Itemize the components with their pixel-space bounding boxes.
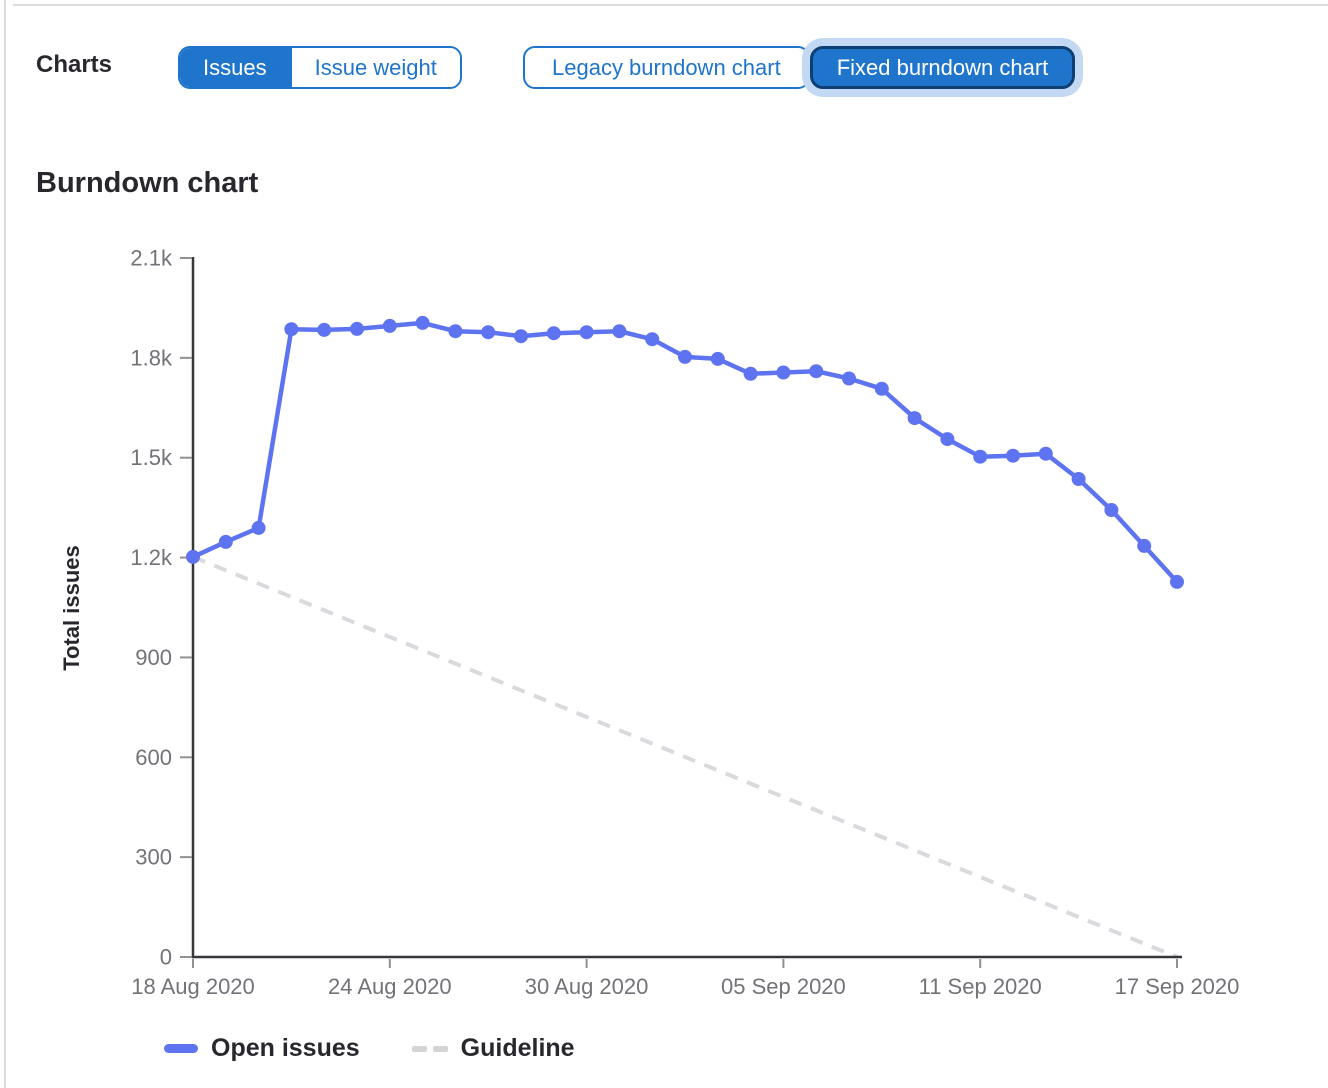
data-point[interactable] — [809, 364, 824, 379]
data-point[interactable] — [186, 549, 200, 564]
page-title: Burndown chart — [36, 167, 259, 199]
data-point[interactable] — [1170, 574, 1184, 589]
y-axis-tick-label: 1.5k — [130, 445, 173, 470]
data-point[interactable] — [251, 520, 266, 535]
data-point[interactable] — [1038, 446, 1053, 461]
data-point[interactable] — [710, 351, 725, 366]
x-axis-tick-label: 30 Aug 2020 — [525, 974, 649, 999]
data-point[interactable] — [218, 534, 233, 549]
y-axis-tick-label: 1.2k — [130, 545, 173, 570]
data-point[interactable] — [514, 329, 528, 344]
data-point[interactable] — [1104, 503, 1119, 517]
data-point[interactable] — [317, 322, 332, 337]
chart-legend: Open issues Guideline — [164, 1034, 575, 1063]
data-point[interactable] — [842, 371, 856, 386]
x-axis-tick-label: 17 Sep 2020 — [1115, 974, 1240, 999]
data-point[interactable] — [678, 349, 692, 364]
y-axis-tick-label: 600 — [135, 745, 172, 770]
data-point[interactable] — [874, 381, 889, 396]
legend-label-open-issues: Open issues — [211, 1034, 360, 1062]
issues-toggle-button[interactable]: Issues — [180, 48, 290, 87]
charts-label: Charts — [36, 51, 113, 78]
legend-item-guideline[interactable]: Guideline — [411, 1034, 575, 1063]
burndown-chart-canvas[interactable]: 2.1k 1.8k 1.5k 1.2k 900 600 300 0 18 Aug 2020 24 … — [0, 0, 1328, 1012]
data-point[interactable] — [1006, 448, 1020, 463]
data-point[interactable] — [1071, 472, 1086, 486]
data-point[interactable] — [645, 332, 660, 347]
x-axis-tick-label: 11 Sep 2020 — [919, 974, 1042, 999]
data-point[interactable] — [1137, 538, 1152, 553]
data-point[interactable] — [481, 325, 496, 340]
data-point[interactable] — [776, 365, 791, 380]
data-point[interactable] — [940, 432, 955, 447]
data-point[interactable] — [743, 366, 758, 381]
data-point[interactable] — [350, 321, 364, 336]
content-left-border — [4, 0, 6, 1088]
data-point[interactable] — [579, 325, 594, 340]
y-axis-tick-label: 1.8k — [130, 345, 173, 370]
chart-type-toggle-group: Legacy burndown chart Fixed burndown cha… — [523, 46, 1076, 89]
guideline-line — [192, 555, 1178, 959]
metric-toggle-group: Issues Issue weight — [178, 46, 462, 89]
data-point[interactable] — [284, 322, 299, 337]
data-point[interactable] — [973, 449, 988, 464]
data-point[interactable] — [907, 411, 922, 426]
y-axis-tick-label: 300 — [135, 845, 172, 870]
data-point[interactable] — [546, 326, 561, 341]
open-issues-line-swatch — [164, 1044, 198, 1053]
x-axis-tick-label: 24 Aug 2020 — [328, 974, 452, 999]
data-point[interactable] — [415, 315, 430, 330]
y-axis-tick-label: 900 — [135, 645, 172, 670]
data-point[interactable] — [382, 318, 397, 333]
fixed-burndown-chart-button[interactable]: Fixed burndown chart — [809, 46, 1076, 89]
data-point[interactable] — [612, 324, 627, 339]
y-axis-tick-label: 2.1k — [130, 246, 173, 271]
y-axis-tick-label: 0 — [160, 945, 172, 970]
legend-item-open-issues[interactable]: Open issues — [164, 1034, 360, 1063]
guideline-dash-swatch — [411, 1045, 448, 1052]
content-top-border — [13, 4, 1328, 6]
data-point[interactable] — [448, 324, 463, 339]
issue-weight-toggle-button[interactable]: Issue weight — [289, 48, 460, 87]
legend-label-guideline: Guideline — [460, 1034, 575, 1062]
x-axis-tick-label: 05 Sep 2020 — [721, 974, 846, 999]
x-axis-tick-label: 18 Aug 2020 — [131, 974, 255, 999]
legacy-burndown-chart-button[interactable]: Legacy burndown chart — [523, 46, 810, 89]
y-axis-title: Total issues — [59, 545, 84, 671]
